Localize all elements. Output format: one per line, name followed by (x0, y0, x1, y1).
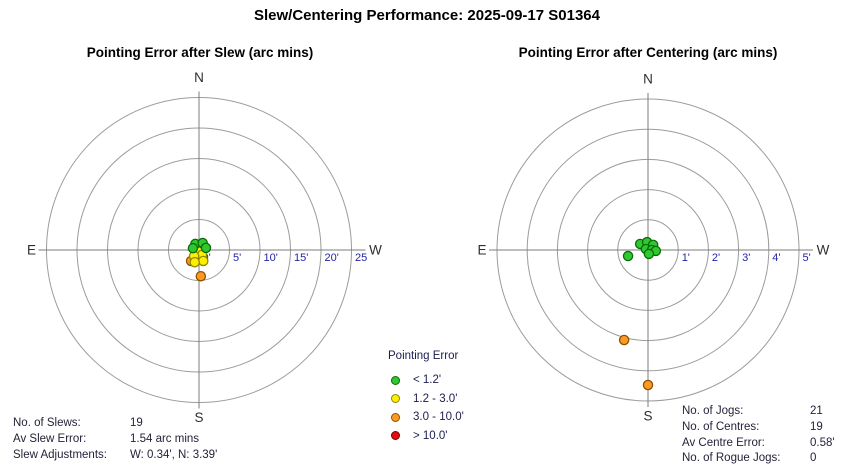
data-point (643, 248, 655, 260)
slew-plot-title: Pointing Error after Slew (arc mins) (86, 45, 314, 60)
ring-label: 2' (712, 252, 720, 264)
legend-item-red: > 10.0' (388, 427, 464, 446)
data-point (195, 270, 207, 282)
ring-label: 3' (742, 252, 750, 264)
data-point (189, 256, 200, 268)
data-point (622, 250, 634, 262)
slew-stats: No. of Slews: 19 Av Slew Error: 1.54 arc… (13, 416, 217, 463)
stat-value: 19 (810, 420, 823, 433)
ring-label: 15' (294, 252, 308, 264)
data-point (198, 255, 209, 267)
ring-label: 5' (233, 252, 241, 264)
ring-label: 20' (325, 252, 339, 264)
yellow-dot-icon (391, 394, 400, 404)
legend-item-label: > 10.0' (413, 429, 448, 442)
stat-label: No. of Rogue Jogs: (682, 452, 781, 465)
data-point (187, 242, 199, 254)
compass-east-label: E (477, 243, 486, 258)
legend-item-label: 3.0 - 10.0' (413, 411, 464, 424)
pointing-error-legend: Pointing Error < 1.2' 1.2 - 3.0' 3.0 - 1… (388, 350, 464, 445)
stat-label: Slew Adjustments: (13, 448, 107, 461)
data-point (618, 334, 630, 346)
ring-label: 5' (803, 252, 811, 264)
stat-value: 19 (130, 417, 143, 429)
stat-value: W: 0.34', N: 3.39' (130, 448, 218, 461)
red-dot-icon (391, 431, 400, 441)
orange-dot-icon (391, 412, 400, 422)
stat-row: No. of Jogs: 21 (682, 404, 835, 420)
stat-value: 0.58' (810, 436, 835, 449)
page-title: Slew/Centering Performance: 2025-09-17 S… (253, 7, 601, 24)
compass-south-label: S (194, 410, 203, 425)
ring-label: 4' (772, 252, 780, 264)
compass-west-label: W (817, 243, 830, 258)
stat-row: No. of Centres: 19 (682, 420, 835, 436)
stat-label: Av Slew Error: (13, 432, 87, 445)
stat-value: 1.54 arc mins (130, 432, 200, 445)
stat-row: No. of Slews: 19 (13, 416, 217, 432)
stat-row: No. of Rogue Jogs: 0 (682, 451, 835, 467)
legend-item-orange: 3.0 - 10.0' (388, 408, 464, 427)
stat-label: No. of Slews: (13, 417, 81, 429)
stat-value: 21 (810, 405, 823, 417)
legend-item-yellow: 1.2 - 3.0' (388, 390, 464, 409)
compass-east-label: E (27, 243, 36, 258)
compass-north-label: N (194, 70, 204, 85)
stat-row: Slew Adjustments: W: 0.34', N: 3.39' (13, 448, 217, 464)
ring-label: 1' (682, 252, 690, 264)
legend-item-label: < 1.2' (413, 374, 442, 387)
compass-south-label: S (643, 409, 652, 424)
legend-item-label: 1.2 - 3.0' (413, 392, 458, 405)
data-point (642, 379, 654, 391)
compass-west-label: W (369, 243, 382, 258)
legend-title: Pointing Error (388, 350, 459, 362)
legend-item-green: < 1.2' (388, 371, 464, 390)
stat-value: 0 (810, 452, 817, 465)
centering-stats: No. of Jogs: 21 No. of Centres: 19 Av Ce… (682, 404, 835, 467)
ring-label: 10' (264, 252, 278, 264)
compass-north-label: N (643, 72, 653, 87)
stat-label: Av Centre Error: (682, 436, 765, 449)
ring-label: 25 (355, 252, 367, 264)
stat-row: Av Centre Error: 0.58' (682, 436, 835, 452)
stat-row: Av Slew Error: 1.54 arc mins (13, 432, 217, 448)
green-dot-icon (391, 375, 400, 385)
stat-label: No. of Jogs: (682, 405, 744, 417)
data-point (200, 242, 212, 254)
stat-label: No. of Centres: (682, 420, 760, 433)
centering-plot-title: Pointing Error after Centering (arc mins… (518, 45, 778, 60)
